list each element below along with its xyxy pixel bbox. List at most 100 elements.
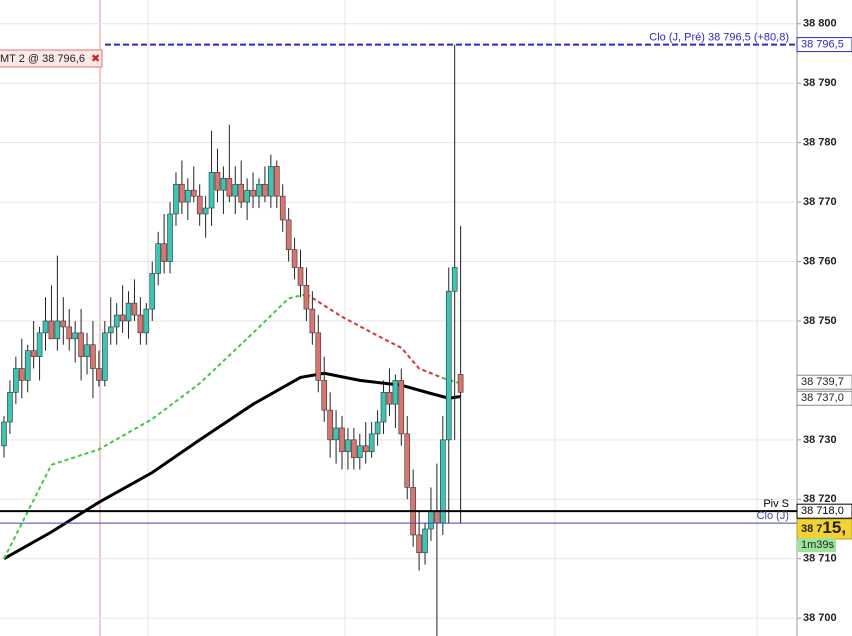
timer: 1m39s (801, 539, 835, 551)
current-price-label: 38 715, (801, 518, 846, 537)
candle-body (380, 391, 387, 423)
candle-body (327, 409, 333, 441)
candle-body (60, 320, 67, 328)
candle-body (1, 421, 7, 447)
level-name: Clo (J, Pré) 38 796,5 (+80,8) (649, 31, 789, 43)
price-tag-label: 38 737,0 (801, 392, 844, 404)
candle-body (374, 421, 381, 435)
y-tick-label: 38 750 (803, 315, 837, 327)
y-tick-label: 38 800 (803, 18, 837, 30)
candle-body (125, 302, 132, 322)
candle-body (226, 178, 233, 197)
moving-average (305, 293, 444, 379)
candle-body (214, 172, 221, 191)
candle-body (143, 308, 150, 334)
plot-area (1, 44, 464, 636)
candle-body (173, 183, 179, 215)
candle-body (268, 166, 274, 197)
candle-body (96, 368, 102, 381)
moving-average (3, 293, 461, 560)
candle-body (208, 172, 215, 209)
candle-body (279, 195, 286, 221)
candle-body (102, 332, 108, 381)
candle-body (137, 314, 144, 334)
candle-body (131, 302, 138, 316)
candle-body (78, 332, 84, 357)
candle-body (398, 380, 405, 435)
candle-body (7, 391, 13, 423)
candle-body (36, 332, 43, 357)
price-axis: 38 700 38 710 38 720 38 730 38 750 38 760 38 7… (797, 18, 837, 624)
price-tags: 38 739,7 38 737,0 38 715, 1m39s (796, 374, 852, 553)
candle-body (356, 445, 363, 458)
candle-body (179, 183, 185, 203)
candle-body (30, 350, 37, 357)
moving-average (3, 371, 461, 561)
candle-body (244, 189, 250, 203)
candle-body (262, 183, 268, 197)
candle-body (362, 445, 369, 453)
candle-body (90, 344, 96, 369)
candle-body (54, 320, 61, 340)
level-name: Clo (J) (757, 510, 789, 522)
y-tick-label: 38 760 (803, 255, 837, 267)
y-tick-label: 38 700 (803, 612, 837, 624)
candle-body (285, 219, 292, 250)
candle-body (232, 183, 239, 197)
candle-body (167, 213, 173, 262)
order-label[interactable]: MT 2 @ 38 796,6 ✖ (0, 49, 103, 68)
candle-body (202, 207, 209, 215)
order-close[interactable]: ✖ (91, 53, 100, 65)
candle-body (161, 243, 167, 262)
candle-body (149, 273, 156, 310)
grid (0, 23, 797, 619)
candle-body (451, 267, 458, 292)
candle-body (297, 267, 304, 286)
candle-body (72, 332, 78, 340)
candle-body (66, 326, 73, 340)
candle-body (351, 439, 357, 458)
candle-body (333, 427, 339, 441)
candle-body (416, 534, 422, 554)
candle-body (84, 344, 90, 357)
candle-body (250, 189, 256, 197)
candle-body (392, 380, 399, 405)
candle-body (119, 314, 126, 322)
candle-body (345, 439, 351, 453)
candle-body (220, 178, 227, 191)
level-tag-label: 38 718,0 (801, 505, 844, 517)
y-tick-label: 38 790 (803, 77, 837, 89)
price-tag (796, 390, 852, 406)
price-tag-label: 38 739,7 (801, 376, 844, 388)
candle-body (107, 326, 114, 334)
level-tag (796, 503, 852, 519)
candle-body (24, 350, 31, 381)
candle-body (113, 314, 120, 328)
price-prefix: 38 7 (801, 523, 822, 535)
level-tag (796, 37, 852, 53)
candle-body (291, 249, 298, 268)
order-box (0, 49, 103, 68)
order-text: MT 2 @ 38 796,6 (0, 53, 85, 65)
candle-body (42, 320, 49, 334)
candle-body (315, 332, 322, 381)
y-tick-label: 38 730 (803, 434, 837, 446)
price-tag (796, 374, 852, 390)
candle-body (273, 166, 280, 197)
candle-body (422, 528, 428, 554)
candle-body (457, 374, 464, 393)
candle-body (48, 320, 55, 340)
level-name: Piv S (763, 498, 789, 510)
y-tick-label: 38 720 (803, 493, 837, 505)
candle-body (404, 433, 411, 488)
candle-body (238, 183, 244, 203)
y-tick-label: 38 770 (803, 196, 837, 208)
price-main: 15, (822, 518, 846, 537)
y-tick-label: 38 710 (803, 553, 837, 565)
candle-body (196, 195, 203, 215)
candle-body (303, 285, 310, 310)
candle-body (339, 427, 345, 453)
